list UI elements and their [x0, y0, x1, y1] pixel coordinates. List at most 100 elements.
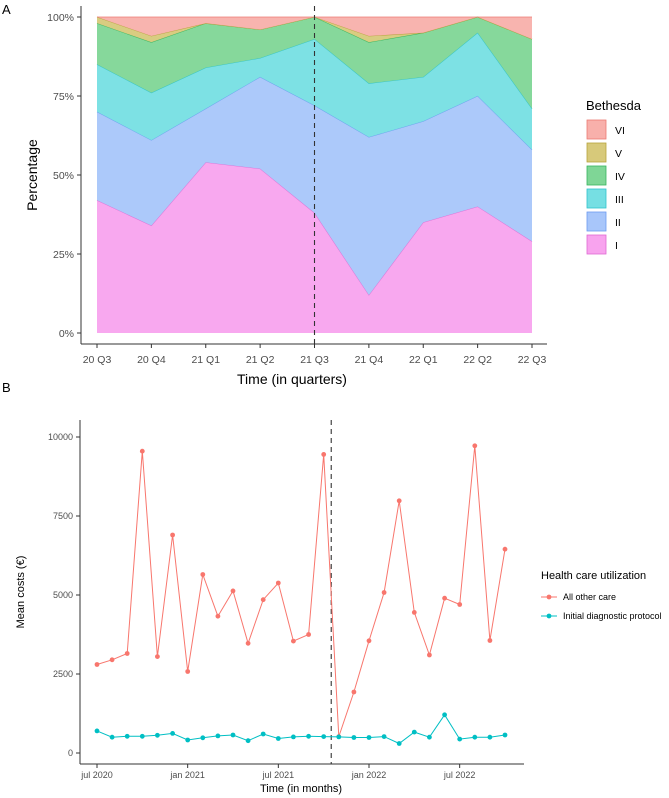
legend-key-point-initial-diagnostic-protocol	[546, 613, 552, 619]
x-axis-title: Time (in months)	[260, 783, 342, 795]
data-point-all-other-care	[411, 610, 417, 615]
data-point-all-other-care	[351, 689, 357, 695]
legend-label-VI: VI	[615, 125, 625, 137]
x-tick-label: 22 Q2	[463, 354, 492, 366]
data-point-initial-diagnostic-protocol	[124, 733, 130, 739]
y-tick-label: 7500	[53, 511, 73, 521]
data-point-initial-diagnostic-protocol	[185, 737, 191, 743]
x-tick-label: 22 Q3	[518, 354, 547, 366]
legend-label-III: III	[615, 194, 624, 206]
data-point-all-other-care	[245, 640, 251, 646]
y-tick-label: 5000	[53, 590, 73, 600]
data-point-initial-diagnostic-protocol	[245, 738, 251, 744]
legend-key-III	[586, 188, 607, 209]
data-point-initial-diagnostic-protocol	[306, 733, 311, 739]
x-tick-label: jul 2021	[262, 770, 295, 780]
data-point-initial-diagnostic-protocol	[139, 733, 145, 739]
data-point-initial-diagnostic-protocol	[381, 734, 387, 739]
data-point-initial-diagnostic-protocol	[366, 735, 372, 740]
y-tick-label: 50%	[53, 170, 74, 182]
series-line-all-other-care	[96, 445, 506, 737]
data-point-initial-diagnostic-protocol	[442, 712, 447, 718]
series-line-initial-diagnostic-protocol	[96, 713, 506, 745]
y-tick-label: 0%	[59, 328, 74, 340]
data-point-initial-diagnostic-protocol	[502, 732, 508, 738]
data-point-all-other-care	[185, 669, 191, 674]
x-tick-label: 21 Q2	[246, 354, 275, 366]
x-tick-label: jul 2022	[443, 770, 476, 780]
data-point-initial-diagnostic-protocol	[230, 732, 236, 738]
data-point-all-other-care	[291, 638, 296, 644]
x-tick-label: 20 Q3	[83, 354, 112, 366]
data-point-initial-diagnostic-protocol	[487, 734, 493, 740]
data-point-all-other-care	[139, 448, 145, 454]
data-point-all-other-care	[472, 443, 478, 449]
series-lines	[94, 443, 508, 746]
legend-key-VI	[586, 119, 607, 140]
data-point-initial-diagnostic-protocol	[291, 734, 296, 740]
y-axis-title: Percentage	[24, 139, 40, 211]
data-point-all-other-care	[396, 498, 402, 504]
x-axis-title: Time (in quarters)	[237, 371, 347, 387]
y-tick-label: 100%	[47, 12, 74, 24]
x-ticks: jul 2020 jan 2021 jul 2021 jan 2022 jul 2022	[80, 764, 475, 780]
y-axis-title: Mean costs (€)	[15, 556, 27, 629]
y-tick-label: 10000	[48, 432, 73, 442]
x-tick-label: 21 Q4	[355, 354, 384, 366]
legend-title: Bethesda	[586, 98, 642, 113]
data-point-initial-diagnostic-protocol	[215, 733, 221, 739]
legend-title: Health care utilization	[541, 570, 646, 582]
data-point-initial-diagnostic-protocol	[472, 734, 478, 740]
area-series-V	[97, 17, 532, 43]
x-tick-label: jan 2021	[169, 770, 205, 780]
y-ticks: 0% 25% 50% 75% 100%	[47, 12, 81, 340]
data-point-initial-diagnostic-protocol	[109, 734, 115, 740]
panel-label-a: A	[2, 2, 11, 17]
y-ticks: 0 2500 5000 7500 10000	[48, 432, 80, 758]
data-point-initial-diagnostic-protocol	[351, 735, 357, 740]
legend-key-V	[586, 142, 607, 163]
legend-key-IV	[586, 165, 607, 186]
data-point-initial-diagnostic-protocol	[200, 735, 206, 741]
legend-label-initial-diagnostic-protocol: Initial diagnostic protocol	[563, 611, 662, 621]
data-point-all-other-care	[457, 602, 463, 607]
data-point-all-other-care	[230, 588, 236, 594]
x-tick-label: 21 Q3	[300, 354, 329, 366]
data-point-all-other-care	[124, 651, 130, 656]
data-point-all-other-care	[381, 590, 387, 595]
data-point-all-other-care	[155, 654, 160, 659]
data-point-initial-diagnostic-protocol	[275, 736, 281, 741]
data-point-all-other-care	[260, 597, 266, 603]
data-point-all-other-care	[306, 632, 311, 637]
area-series-I	[97, 162, 532, 333]
data-point-initial-diagnostic-protocol	[336, 734, 342, 740]
area-series-VI	[97, 17, 532, 40]
data-point-all-other-care	[502, 546, 508, 552]
data-point-all-other-care	[170, 532, 176, 538]
x-tick-label: 22 Q1	[409, 354, 438, 366]
panel-a: 0% 25% 50% 75% 100% 20 Q3 20 Q4 21 Q1 21 Q2 21 Q…	[24, 6, 642, 387]
x-tick-label: jul 2020	[80, 770, 113, 780]
data-point-all-other-care	[94, 662, 100, 667]
y-tick-label: 25%	[53, 249, 74, 261]
data-point-initial-diagnostic-protocol	[94, 728, 100, 734]
y-tick-label: 75%	[53, 91, 74, 103]
legend-label-I: I	[615, 240, 618, 252]
y-tick-label: 0	[68, 748, 73, 758]
area-series-IV	[97, 17, 532, 109]
data-point-all-other-care	[275, 580, 281, 586]
legend-key-point-all-other-care	[546, 594, 552, 600]
data-point-initial-diagnostic-protocol	[396, 741, 402, 746]
panel-b: 0 2500 5000 7500 10000 jul 2020 jan 2021 jul 2…	[15, 420, 662, 795]
data-point-all-other-care	[215, 613, 221, 619]
y-tick-label: 2500	[53, 669, 73, 679]
data-point-all-other-care	[321, 452, 327, 457]
data-point-initial-diagnostic-protocol	[170, 731, 176, 736]
data-point-initial-diagnostic-protocol	[321, 734, 327, 739]
legend-key-I	[586, 234, 607, 255]
data-point-initial-diagnostic-protocol	[411, 729, 417, 735]
data-point-initial-diagnostic-protocol	[457, 736, 463, 742]
legend-label-V: V	[615, 148, 622, 160]
